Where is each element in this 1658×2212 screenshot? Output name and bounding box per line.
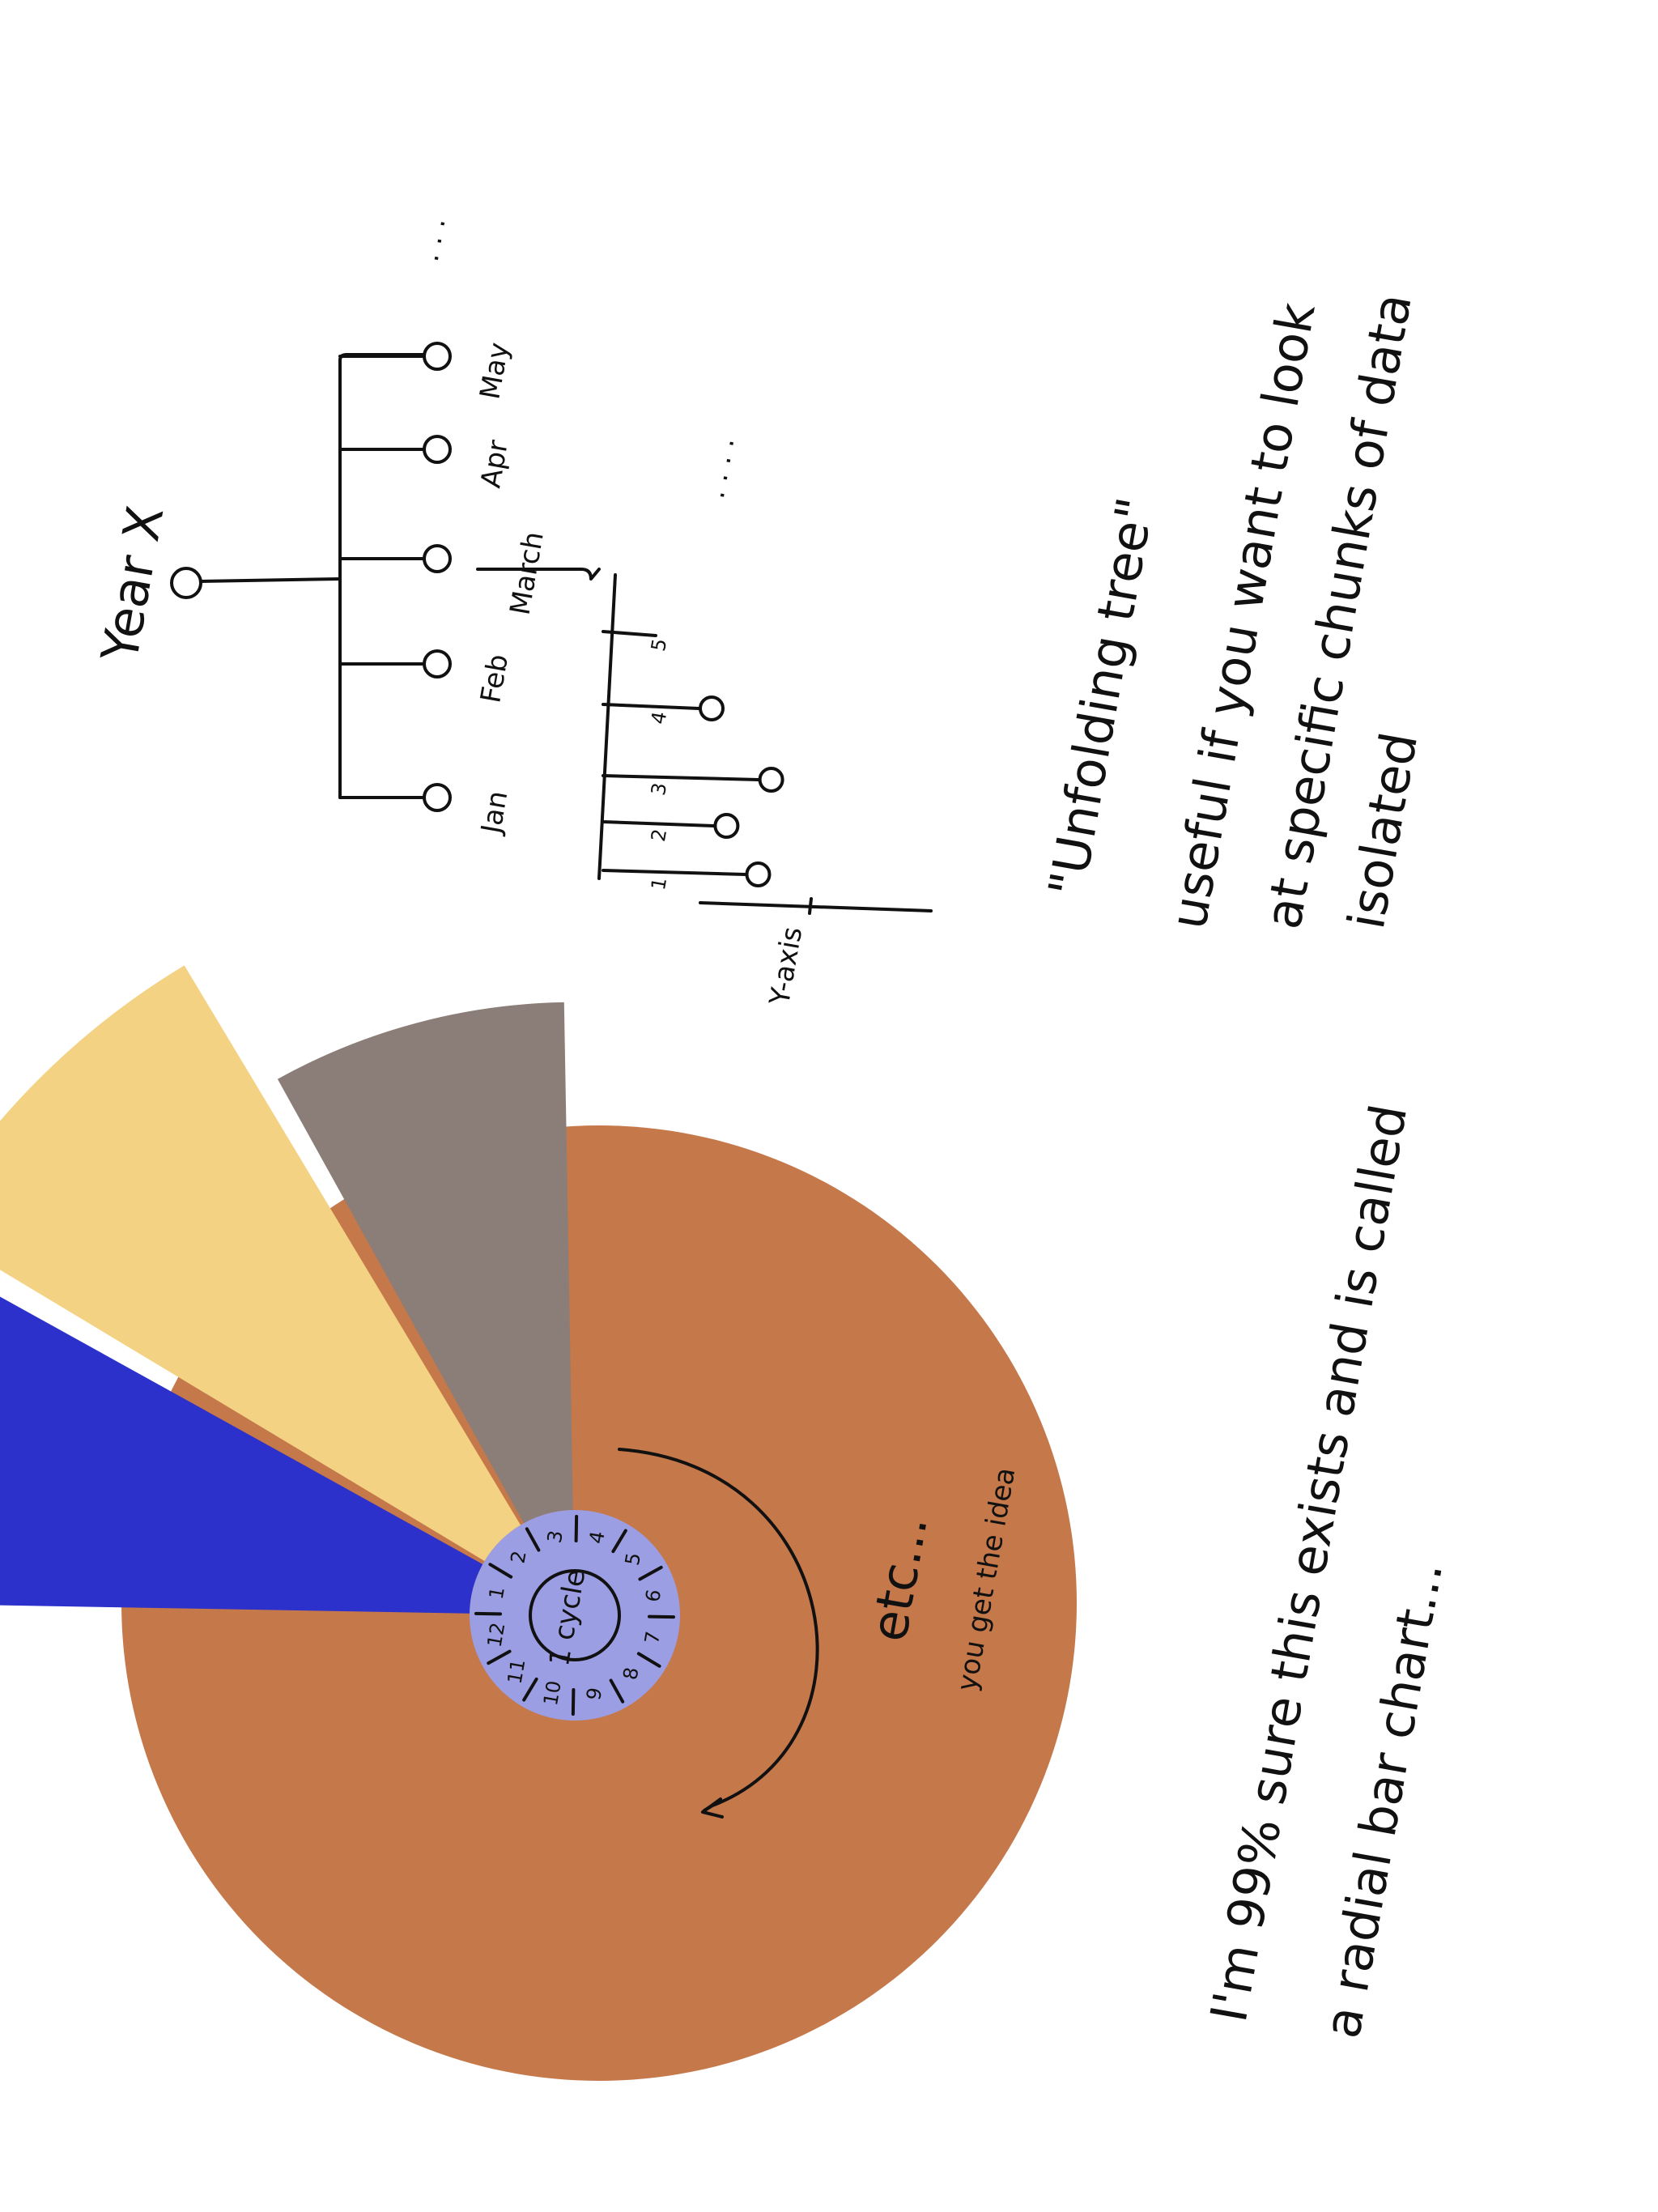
months-ellipsis: . . .	[413, 215, 453, 264]
month-label: Jan	[475, 789, 515, 838]
day-label: 2	[647, 827, 671, 844]
month-spine	[338, 353, 445, 799]
day-node	[699, 696, 725, 721]
day-branches: 1 2 3 4 5	[602, 630, 784, 892]
month-divider	[488, 1563, 513, 1579]
radial-bar-1	[0, 1296, 483, 1614]
month-tick-label: 1	[485, 1585, 509, 1601]
month-divider	[574, 1515, 579, 1543]
month-tick-label: 9	[582, 1686, 606, 1702]
month-node	[423, 435, 452, 464]
month-tick-label: 6	[641, 1588, 665, 1604]
month-tick-label: 3	[543, 1529, 568, 1545]
day-node	[745, 861, 772, 887]
rotation-arrow	[618, 1448, 819, 1812]
month-tick-label: 12	[483, 1621, 510, 1649]
x-axis-line	[699, 901, 933, 912]
unfolding-tree: Year X Jan Feb March Apr May . . . 1 2 3 4 5 . .…	[90, 215, 1430, 1008]
march-link	[476, 568, 601, 581]
month-divider	[525, 1527, 541, 1552]
month-label: May	[474, 340, 516, 402]
tree-root-node	[170, 567, 202, 599]
month-tick-label: 2	[506, 1549, 530, 1565]
month-divider	[636, 1652, 661, 1668]
day-branch	[602, 703, 700, 710]
month-divider	[638, 1565, 663, 1581]
month-divider	[522, 1677, 538, 1702]
radial-caption-line-2: a radial bar chart...	[1312, 1557, 1454, 2042]
day-spine	[597, 573, 617, 880]
cycle-ring	[529, 1569, 621, 1661]
month-divider	[609, 1678, 625, 1704]
days-ellipsis: . . . .	[699, 435, 742, 500]
radial-inner-disc	[470, 1510, 680, 1721]
month-tick-label: 11	[504, 1657, 530, 1686]
day-label: 1	[647, 876, 671, 892]
month-divider	[487, 1649, 512, 1665]
month-divider	[571, 1687, 576, 1716]
month-node	[423, 783, 452, 812]
day-node	[758, 767, 784, 793]
day-label: 4	[647, 710, 671, 726]
rotation-arrow-head	[701, 1797, 724, 1819]
month-label: Apr	[474, 438, 515, 491]
month-tick-label: 5	[621, 1551, 645, 1568]
month-tick-label: 7	[640, 1630, 665, 1646]
day-label: 3	[647, 781, 671, 798]
day-branch	[602, 869, 747, 876]
radial-bars	[0, 965, 573, 1614]
day-label: 5	[647, 637, 671, 653]
month-node	[423, 649, 452, 678]
radial-bar-2	[0, 965, 521, 1562]
month-divider	[611, 1529, 627, 1554]
month-tick-label: 10	[539, 1679, 566, 1708]
month-node	[423, 342, 452, 371]
month-label: Feb	[474, 652, 515, 705]
month-tick-label: 8	[619, 1665, 643, 1682]
radial-bar-3	[277, 1002, 573, 1524]
day-branch	[602, 774, 760, 781]
y-axis-label: Y-axis	[763, 925, 809, 1009]
month-divider	[647, 1614, 675, 1619]
day-node	[713, 813, 740, 839]
month-node	[423, 544, 452, 573]
tree-caption-line-3: isolated	[1337, 728, 1429, 933]
root-stem	[199, 577, 342, 583]
month-label: March	[504, 530, 550, 618]
tree-caption-title: "Unfolding tree"	[1037, 493, 1165, 900]
axis-tick	[808, 897, 813, 915]
month-tick-label: 4	[585, 1529, 609, 1546]
day-branch	[602, 820, 716, 827]
month-branches: Jan Feb March Apr May	[338, 340, 551, 838]
day-branch	[602, 630, 657, 637]
tree-root-label: Year X	[90, 501, 176, 666]
